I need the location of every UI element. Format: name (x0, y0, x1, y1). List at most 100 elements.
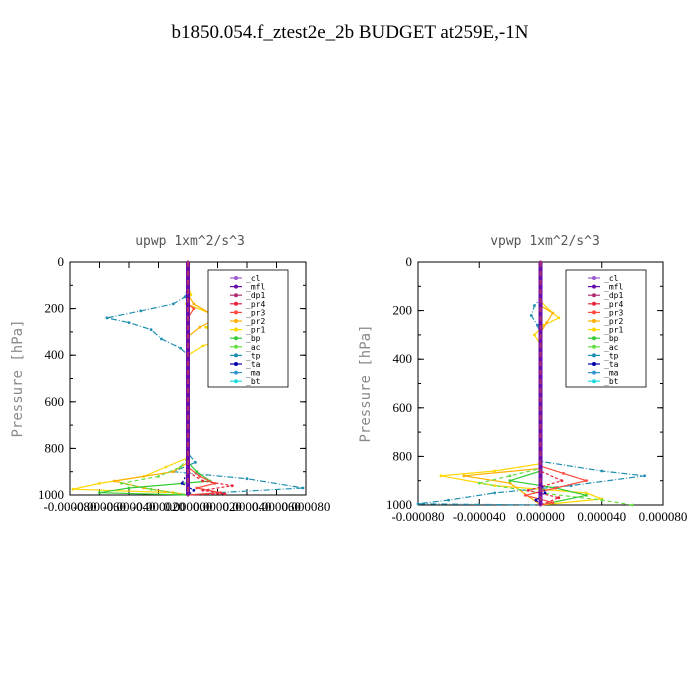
x-tick-label: 0.000080 (282, 499, 331, 514)
legend-marker (592, 319, 596, 323)
series-line-bp (99, 262, 212, 496)
legend-label: _ta (246, 360, 261, 369)
x-tick-label: 0.000040 (577, 509, 626, 524)
legend-label: _bt (246, 377, 261, 386)
legend-label: _bp (604, 334, 619, 343)
series-point-pr3 (523, 493, 527, 497)
legend-label: _dp1 (604, 291, 623, 300)
legend-marker (592, 293, 596, 298)
legend-marker (592, 327, 596, 332)
series-point-ac (477, 481, 481, 485)
legend-label: _ta (604, 360, 619, 369)
series-point-bp (508, 479, 512, 483)
series-point-pr3 (554, 486, 558, 490)
series-line-tp (106, 262, 304, 496)
series-point-tp (171, 302, 175, 306)
legend-marker (234, 344, 238, 349)
series-point-pr4 (223, 492, 227, 496)
legend-label: _pr3 (246, 308, 265, 317)
series-point-pr3 (551, 501, 555, 504)
series-point-pr1 (71, 487, 75, 491)
series-point-pr4 (560, 479, 564, 483)
legend-label: _cl (604, 274, 619, 283)
page-title: b1850.054.f_ztest2e_2b BUDGET at259E,-1N (171, 22, 529, 43)
series-point-bp (195, 470, 199, 474)
x-tick-label: -0.000040 (102, 499, 155, 514)
series-point-bp (127, 486, 131, 490)
series-point-tp (416, 502, 420, 506)
legend-label: _tp (246, 351, 261, 360)
chart-title: upwp 1xm^2/s^3 (135, 234, 245, 249)
legend-marker (592, 353, 596, 358)
series-point-pr2 (462, 474, 466, 478)
series-point-tp (493, 491, 496, 495)
legend-marker (592, 310, 596, 315)
series-point-ac (600, 498, 604, 502)
y-tick-label: 800 (45, 440, 65, 455)
series-point-pr1 (585, 491, 588, 495)
series-point-pr4 (230, 484, 234, 488)
x-tick-label: 0.000040 (223, 499, 272, 514)
series-point-pr1 (557, 316, 561, 320)
series-point-ac (179, 465, 183, 469)
series-point-tp (447, 498, 450, 502)
legend-marker (592, 284, 596, 289)
series-point-tp (600, 469, 604, 473)
legend-label: _bp (246, 334, 261, 343)
legend-label: _pr1 (246, 326, 265, 335)
series-point-tp (643, 474, 646, 478)
series-point-tp (149, 328, 153, 331)
chart-vpwp: vpwp 1xm^2/s^3 Pressure [hPa] 0 200 400 600 80… (358, 234, 687, 524)
legend-marker (234, 276, 238, 280)
legend-label: _pr1 (604, 326, 623, 335)
series-point-tp (194, 461, 197, 464)
series-point-tp (160, 337, 163, 341)
series-point-pr4 (557, 496, 561, 500)
series-point-tp (301, 486, 305, 490)
legend-marker (592, 362, 596, 366)
x-tick-label: 0.000000 (516, 509, 565, 524)
legend-marker (234, 362, 238, 366)
legend-marker (592, 344, 596, 349)
legend-marker (592, 301, 596, 306)
series-point-pr1 (164, 465, 168, 469)
x-tick-label: 0.000060 (252, 499, 301, 514)
legend-marker (234, 370, 238, 375)
series-point-pr3 (192, 307, 196, 310)
series-point-pr1 (493, 484, 496, 487)
series-point-pr4 (201, 488, 205, 492)
series-point-ta (192, 488, 196, 492)
series-point-pr4 (526, 489, 530, 492)
legend-box (207, 269, 289, 388)
legend-marker (234, 301, 238, 306)
y-axis-label: Pressure [hPa] (10, 319, 26, 437)
legend-label: _ma (246, 369, 261, 378)
series-line-pr2 (114, 262, 219, 496)
series-point-pr3 (562, 472, 565, 475)
series-line-tp (417, 262, 645, 506)
legend-label: _bt (604, 377, 619, 386)
series-point-tp (179, 346, 183, 350)
legend-marker (234, 327, 238, 332)
legend-label: _mfl (246, 283, 265, 292)
legend-marker (234, 319, 238, 323)
series-point-bp (585, 493, 588, 497)
legend-marker (234, 353, 238, 358)
y-tick-label: 600 (393, 400, 413, 415)
series-point-ac (120, 482, 123, 485)
legend-marker (592, 336, 596, 341)
series-point-pr2 (545, 321, 548, 325)
legend-marker (592, 379, 596, 384)
legend-marker (234, 336, 238, 341)
y-tick-label: 1000 (386, 497, 412, 512)
series-point-tp (245, 477, 249, 481)
series-point-bp (98, 491, 101, 495)
series-point-ac (149, 487, 153, 491)
series-point-ta (534, 498, 538, 502)
x-tick-label: 0.000000 (164, 499, 213, 514)
legend-label: _pr4 (246, 300, 265, 309)
legend-marker (592, 276, 596, 280)
legend-label: _ac (246, 343, 261, 352)
series-point-tp (127, 321, 131, 324)
